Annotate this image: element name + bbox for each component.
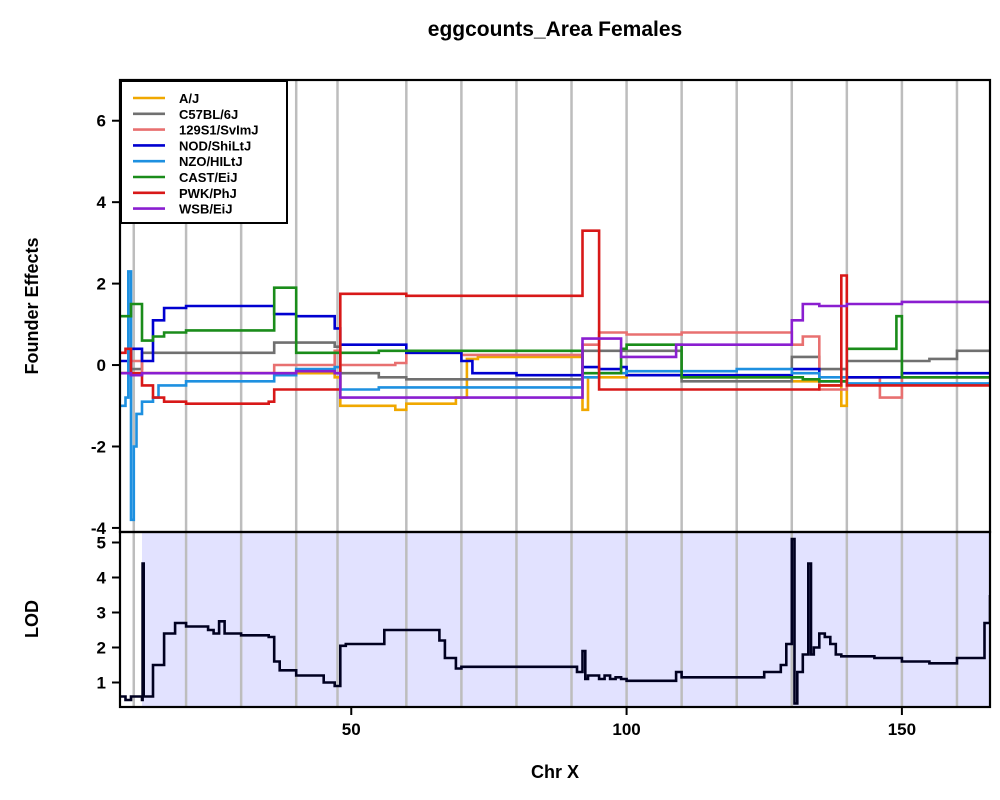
y-tick-label: 5	[97, 534, 106, 553]
x-tick-label: 50	[342, 720, 361, 739]
series-line-wsb-eij	[120, 300, 990, 399]
y-tick-label: -2	[91, 437, 106, 456]
series-line-cast-eij	[120, 286, 990, 383]
legend-label: PWK/PhJ	[179, 186, 237, 201]
x-axis-label: Chr X	[531, 762, 579, 782]
y-tick-label: -4	[91, 519, 107, 538]
axes: -4 -2 0 2 4 6 1 2 3 4 5 50 100 150	[91, 78, 992, 739]
legend-label: C57BL/6J	[179, 107, 238, 122]
chart-title: eggcounts_Area Females	[428, 18, 682, 41]
series-line-lod	[120, 537, 990, 705]
legend-label: NOD/ShiLtJ	[179, 138, 251, 153]
plot-backgrounds	[142, 532, 990, 707]
gridlines	[132, 80, 959, 707]
y-axis-label-lod: LOD	[22, 600, 42, 638]
legend-box	[120, 80, 288, 224]
legend-label: A/J	[179, 91, 199, 106]
y-tick-label: 6	[97, 112, 106, 131]
y-axis-label-effects: Founder Effects	[22, 237, 42, 374]
series-line-pwk-phj	[120, 229, 990, 405]
legend: A/JC57BL/6J129S1/SvImJNOD/ShiLtJNZO/HILt…	[120, 80, 288, 224]
x-tick-label: 150	[888, 720, 916, 739]
y-tick-label: 2	[97, 275, 106, 294]
y-tick-label: 0	[97, 356, 106, 375]
lod-shaded-region	[142, 532, 990, 707]
series-line-nzo-hiltj	[120, 270, 990, 522]
legend-label: NZO/HILtJ	[179, 154, 243, 169]
series-line-nod-shiltj	[120, 304, 990, 383]
y-tick-label: 4	[97, 193, 107, 212]
y-tick-label: 2	[97, 639, 106, 658]
legend-label: WSB/EiJ	[179, 202, 232, 217]
series-lines	[120, 229, 990, 705]
legend-label: 129S1/SvImJ	[179, 123, 259, 138]
panel-frame-lod	[118, 530, 992, 709]
legend-label: CAST/EiJ	[179, 170, 238, 185]
y-tick-label: 4	[97, 569, 107, 588]
y-tick-label: 3	[97, 604, 106, 623]
x-tick-label: 100	[612, 720, 640, 739]
y-tick-label: 1	[97, 674, 106, 693]
